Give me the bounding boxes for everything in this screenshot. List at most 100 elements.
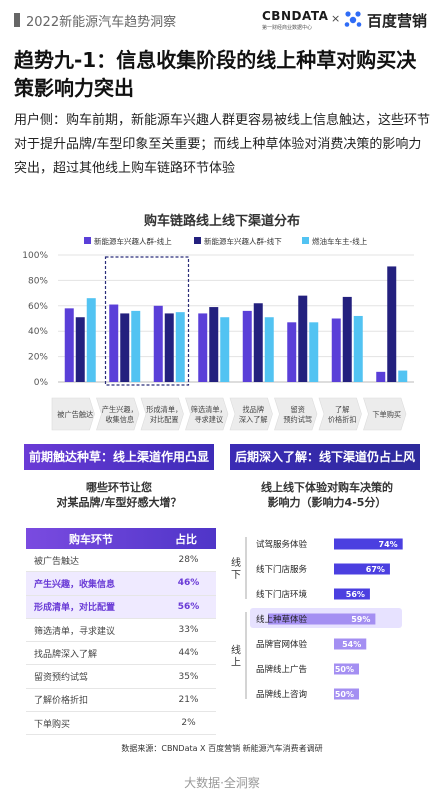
group-label: 线 <box>231 556 241 569</box>
legend-swatch <box>84 237 91 244</box>
stage-chevron <box>229 397 273 431</box>
y-tick-label: 20% <box>28 353 48 363</box>
table-row: 留资预约试驾 35% <box>26 665 216 689</box>
influence-value-label: 50% <box>335 665 354 674</box>
influence-value-label: 67% <box>366 565 385 574</box>
bar <box>175 312 185 382</box>
bar <box>264 317 274 382</box>
bar <box>398 370 408 382</box>
bar <box>109 304 119 382</box>
bar <box>376 371 386 382</box>
bar <box>64 308 74 382</box>
table-row: 产生兴趣，收集信息 46% <box>26 572 216 596</box>
group-label: 上 <box>231 657 241 669</box>
main-chart-title: 购车链路线上线下渠道分布 <box>143 214 300 229</box>
x-category-label: 形成清单， <box>146 405 182 414</box>
stage-chevron <box>96 397 140 431</box>
label-backdrop <box>250 559 334 577</box>
offline-channel-banner: 后期深入了解：线下渠道仍占上风 <box>230 444 420 470</box>
table-header-share: 占比 <box>175 532 197 546</box>
bar <box>164 313 174 382</box>
influence-value-label: 54% <box>342 640 361 649</box>
bar <box>120 313 130 382</box>
table-row: 形成清单，对比配置 56% <box>26 595 216 619</box>
page-headline: 趋势九-1：信息收集阶段的线上种草对购买决策影响力突出 <box>14 48 417 100</box>
bar <box>198 313 208 382</box>
table-cell-stage: 形成清单，对比配置 <box>34 603 116 614</box>
cbndata-logo-name: CBNDATA <box>262 9 329 23</box>
x-category-label: 寻求建议 <box>194 415 223 424</box>
y-tick-label: 0% <box>34 378 49 388</box>
table-row: 筛选清单，寻求建议 33% <box>26 619 216 643</box>
bar <box>331 318 341 382</box>
stage-chevron <box>185 397 229 431</box>
influence-bar <box>268 538 403 550</box>
y-tick-label: 60% <box>28 302 48 312</box>
influence-category-label: 线下门店环境 <box>256 589 308 600</box>
influence-value-label: 74% <box>379 540 398 549</box>
influence-category-label: 试驾服务体验 <box>256 539 308 550</box>
x-category-label: 留资 <box>291 405 305 414</box>
y-tick-label: 40% <box>28 327 48 337</box>
bar <box>253 303 263 382</box>
bar <box>387 266 397 382</box>
bar <box>298 295 308 382</box>
influence-value-label: 50% <box>335 690 354 699</box>
bar <box>131 310 141 382</box>
group-label: 线 <box>231 644 241 657</box>
x-category-label: 对比配置 <box>150 415 179 424</box>
label-backdrop <box>250 534 334 552</box>
stage-chevron <box>363 397 407 431</box>
cbndata-logo: CBNDATA 第一财经商业数据中心 <box>262 9 328 31</box>
table-cell-share: 28% <box>178 555 199 566</box>
influence-category-label: 线下门店服务 <box>256 564 308 575</box>
table-cell-stage: 被广告触达 <box>34 556 80 567</box>
intro-paragraph: 用户侧：购车前期，新能源车兴趣人群更容易被线上信息触达，这些环节对于提升品牌/车… <box>14 113 431 176</box>
group-label: 下 <box>231 570 241 581</box>
x-category-label: 深入了解 <box>239 415 268 424</box>
online-channel-banner: 前期触达种草：线上渠道作用凸显 <box>24 444 214 470</box>
x-category-label: 了解 <box>335 405 349 414</box>
bar <box>209 307 219 382</box>
table-cell-stage: 找品牌深入了解 <box>34 649 98 660</box>
table-cell-share: 35% <box>178 671 199 682</box>
table-row: 被广告触达 28% <box>26 549 216 573</box>
label-backdrop <box>250 584 334 602</box>
table-header: 购车环节 占比 <box>26 528 216 549</box>
influence-category-label: 线上种草体验 <box>256 614 308 625</box>
cbndata-logo-subtitle: 第一财经商业数据中心 <box>262 25 313 31</box>
table-cell-stage: 下单购买 <box>34 719 71 730</box>
bar <box>75 317 85 382</box>
table-cell-share: 46% <box>177 578 200 589</box>
baidu-paw-icon <box>344 11 362 27</box>
table-cell-share: 33% <box>178 625 199 636</box>
x-category-label: 被广告触达 <box>57 410 93 419</box>
x-category-label: 价格折扣 <box>328 415 357 424</box>
left-question-line-2: 对某品牌/车型好感大增？ <box>56 496 182 509</box>
right-question-line-2: 影响力（影响力4-5分） <box>267 496 387 509</box>
influence-value-label: 59% <box>351 615 370 624</box>
baidu-marketing-name: 百度营销 <box>367 12 428 30</box>
label-backdrop <box>250 634 334 652</box>
influence-category-label: 品牌线上咨询 <box>256 689 307 700</box>
stage-chevron <box>140 397 184 431</box>
legend-swatch <box>302 237 309 244</box>
influence-category-label: 品牌官网体验 <box>256 639 308 650</box>
stage-chevron <box>51 397 95 431</box>
label-backdrop <box>250 659 334 677</box>
bar <box>220 317 230 382</box>
right-question: 线上线下体验对购车决策的 影响力（影响力4-5分） <box>232 480 422 510</box>
legend-label: 新能源车兴趣人群-线下 <box>204 236 282 246</box>
table-cell-stage: 产生兴趣，收集信息 <box>34 579 116 590</box>
document-title: 2022新能源汽车趋势洞察 <box>26 15 177 30</box>
top-bar: 2022新能源汽车趋势洞察 CBNDATA 第一财经商业数据中心 × 百度营销 <box>0 0 444 38</box>
table-cell-share: 44% <box>178 648 199 659</box>
stage-chevron <box>274 397 318 431</box>
influence-bar <box>268 613 376 625</box>
bar <box>309 322 319 382</box>
table-row: 找品牌深入了解 44% <box>26 642 216 666</box>
left-question: 哪些环节让您 对某品牌/车型好感大增？ <box>24 480 214 510</box>
table-cell-share: 21% <box>178 694 199 705</box>
legend-label: 新能源车兴趣人群-线上 <box>94 236 172 246</box>
influence-value-label: 56% <box>346 590 365 599</box>
